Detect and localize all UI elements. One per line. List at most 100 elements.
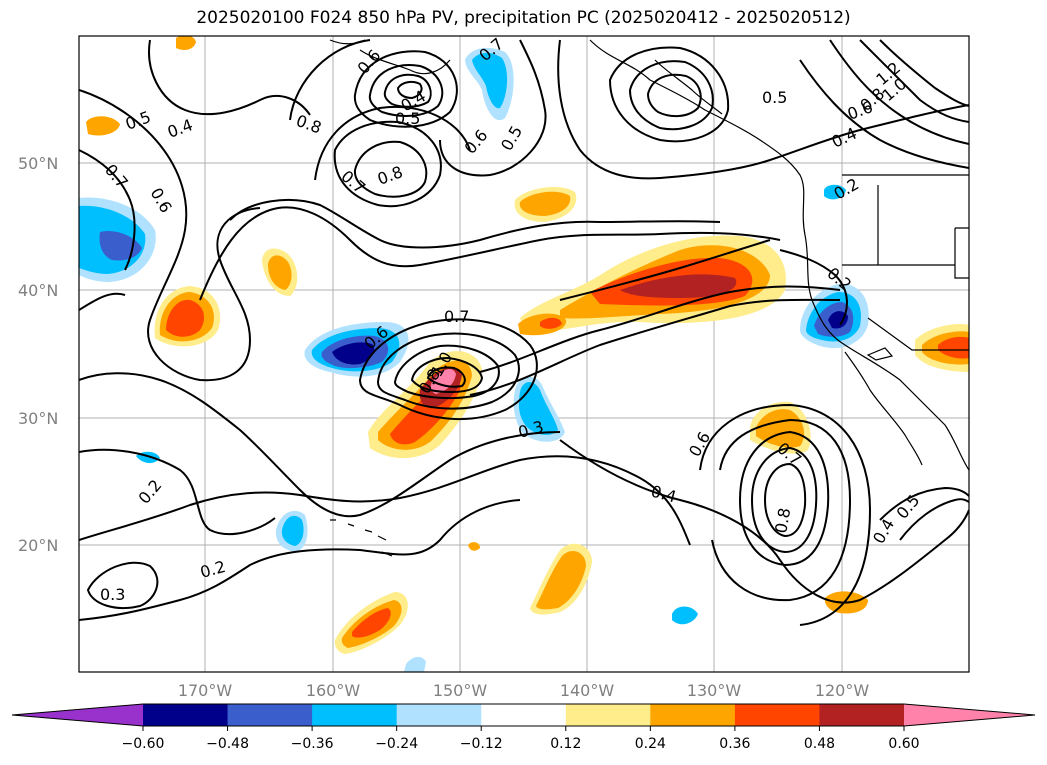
precip-blob-170w-core xyxy=(166,299,205,337)
colorbar-swatch xyxy=(396,704,482,726)
map-frame xyxy=(78,35,970,673)
pv-contour-ne-1 xyxy=(859,39,969,123)
pv-contour-0.5 xyxy=(199,206,781,301)
lon-label-120w: 120°W xyxy=(815,681,870,700)
colorbar-tick-label: 0.48 xyxy=(804,736,835,752)
colorbar-swatch xyxy=(227,704,313,726)
cl-32: 0.2 xyxy=(135,476,166,508)
colorbar-tick-label: −0.60 xyxy=(122,736,165,752)
map-body: 0.5 0.4 0.7 0.6 0.8 0.4 0.5 0.7 0.8 0.6 … xyxy=(79,36,969,672)
hawaii-islands xyxy=(330,519,393,557)
pv-contour-0.3-west xyxy=(86,561,159,610)
lat-label-50: 50°N xyxy=(18,154,58,173)
cl-13: 0.5 xyxy=(762,88,787,107)
pv-contour-coast-02 xyxy=(779,249,848,326)
lon-label-160w: 160°W xyxy=(306,681,361,700)
pv-contour-gulf-3 xyxy=(646,73,702,118)
pv-contour-gulf-1 xyxy=(608,46,730,143)
precip-neg-cyclone-max xyxy=(332,342,375,365)
cl-28: 0.4 xyxy=(649,482,679,507)
pv-contour-nw-2 xyxy=(79,149,136,271)
colorbar-swatch xyxy=(650,704,736,726)
longitude-labels: 170°W 160°W 150°W 140°W 130°W 120°W xyxy=(178,681,870,700)
precip-blob-142w-inner xyxy=(519,191,571,216)
colorbar-tick-label: −0.36 xyxy=(291,736,334,752)
colorbar-extend-low xyxy=(12,704,143,726)
pv-contour-jet xyxy=(559,239,771,301)
state-borders xyxy=(842,174,969,351)
pv-contour-cyclone-5 xyxy=(426,366,466,388)
pv-contour-high-outer xyxy=(711,418,852,602)
cl-3: 0.6 xyxy=(147,185,176,217)
small-island-coast xyxy=(866,347,894,361)
colorbar-swatch xyxy=(312,704,398,726)
precip-neg-south-small xyxy=(672,606,698,625)
colorbar-swatch xyxy=(481,704,567,726)
pv-contour-aleutian-1 xyxy=(353,50,458,128)
pv-contour-aleutian-4 xyxy=(396,80,423,100)
colorbar-swatch xyxy=(819,704,905,726)
pv-contour-cyclone-4 xyxy=(410,356,484,394)
cl-2: 0.7 xyxy=(101,160,132,192)
lon-label-140w: 140°W xyxy=(560,681,615,700)
precip-neg-north-inner xyxy=(472,52,508,109)
cl-29: 0.8 xyxy=(771,506,794,534)
cl-26: 0.6 xyxy=(685,428,714,460)
precip-blob-south-143w-inner xyxy=(536,551,586,610)
cl-7: 0.7 xyxy=(337,167,369,198)
colorbar-tick-label: 0.36 xyxy=(719,736,750,752)
colorbar-tick-label: 0.60 xyxy=(888,736,919,752)
pv-contour-0.4b xyxy=(559,439,969,604)
pv-contour-ridge-06 xyxy=(314,105,471,181)
precip-pos-nw-small xyxy=(86,116,120,136)
precip-band-central-max xyxy=(620,274,737,298)
pv-contour-0.6 xyxy=(229,199,721,249)
precip-neg-145w-inner xyxy=(518,381,558,435)
pv-contour-nw-3 xyxy=(148,39,311,116)
pv-contour-ridge-08 xyxy=(353,140,428,198)
pv-contour-east-05 xyxy=(899,498,969,541)
pv-contour-cyclone-2 xyxy=(376,332,520,410)
cl-11: 0.6 xyxy=(354,46,385,78)
cl-8: 0.8 xyxy=(375,162,405,189)
pv-contour-labels: 0.5 0.4 0.7 0.6 0.8 0.4 0.5 0.7 0.8 0.6 … xyxy=(100,36,923,604)
pv-contour-aleutian-2 xyxy=(368,64,444,117)
cl-6: 0.5 xyxy=(395,109,420,128)
pv-contour-south-0.2b xyxy=(79,499,521,621)
pv-contour-ne-3 xyxy=(829,39,969,145)
precip-blob-165w-inner xyxy=(268,255,292,290)
cl-1: 0.4 xyxy=(165,115,195,142)
pv-contour-cyclone-1 xyxy=(358,318,538,420)
pv-contour-high-outer2 xyxy=(699,403,872,626)
precip-blob-east-core xyxy=(938,336,969,359)
pv-contour-cyclone-tail2 xyxy=(469,298,841,396)
precip-neg-south-bottom xyxy=(404,656,426,672)
coast-baja xyxy=(844,351,923,466)
cl-10: 0.5 xyxy=(497,122,526,154)
pv-contour-cyclone-tail xyxy=(479,285,841,373)
precip-neg-coast-max xyxy=(828,311,848,329)
pv-contour-south-0.2 xyxy=(79,455,691,546)
lon-label-150w: 150°W xyxy=(433,681,488,700)
map-title: 2025020100 F024 850 hPa PV, precipitatio… xyxy=(196,8,851,28)
cl-33: 0.3 xyxy=(100,585,125,604)
colorbar-tick-label: 0.24 xyxy=(635,736,666,752)
pv-contour-ne-2 xyxy=(879,39,969,107)
pv-contours xyxy=(79,39,969,626)
pv-contour-aleutian-outer xyxy=(289,39,547,177)
cl-0: 0.5 xyxy=(123,107,153,134)
colorbar: −0.60 −0.48 −0.36 −0.24 −0.12 0.12 0.24 0.36 0.4… xyxy=(11,703,1036,752)
pv-contour-ridge-07 xyxy=(333,120,442,208)
pv-contour-cyclone-3 xyxy=(393,344,500,400)
colorbar-swatch xyxy=(734,704,820,726)
colorbar-tick-label: −0.24 xyxy=(375,736,418,752)
precip-cyclone-peak xyxy=(430,368,456,394)
cl-4: 0.8 xyxy=(294,111,324,138)
pv-contour-0.3 xyxy=(79,448,276,535)
pv-contour-high-1 xyxy=(738,430,830,567)
pv-contour-gulf-2 xyxy=(628,60,714,131)
colorbar-tick-label: −0.48 xyxy=(206,736,249,752)
colorbar-tick-label: 0.12 xyxy=(550,736,581,752)
colorbar-swatch xyxy=(565,704,651,726)
